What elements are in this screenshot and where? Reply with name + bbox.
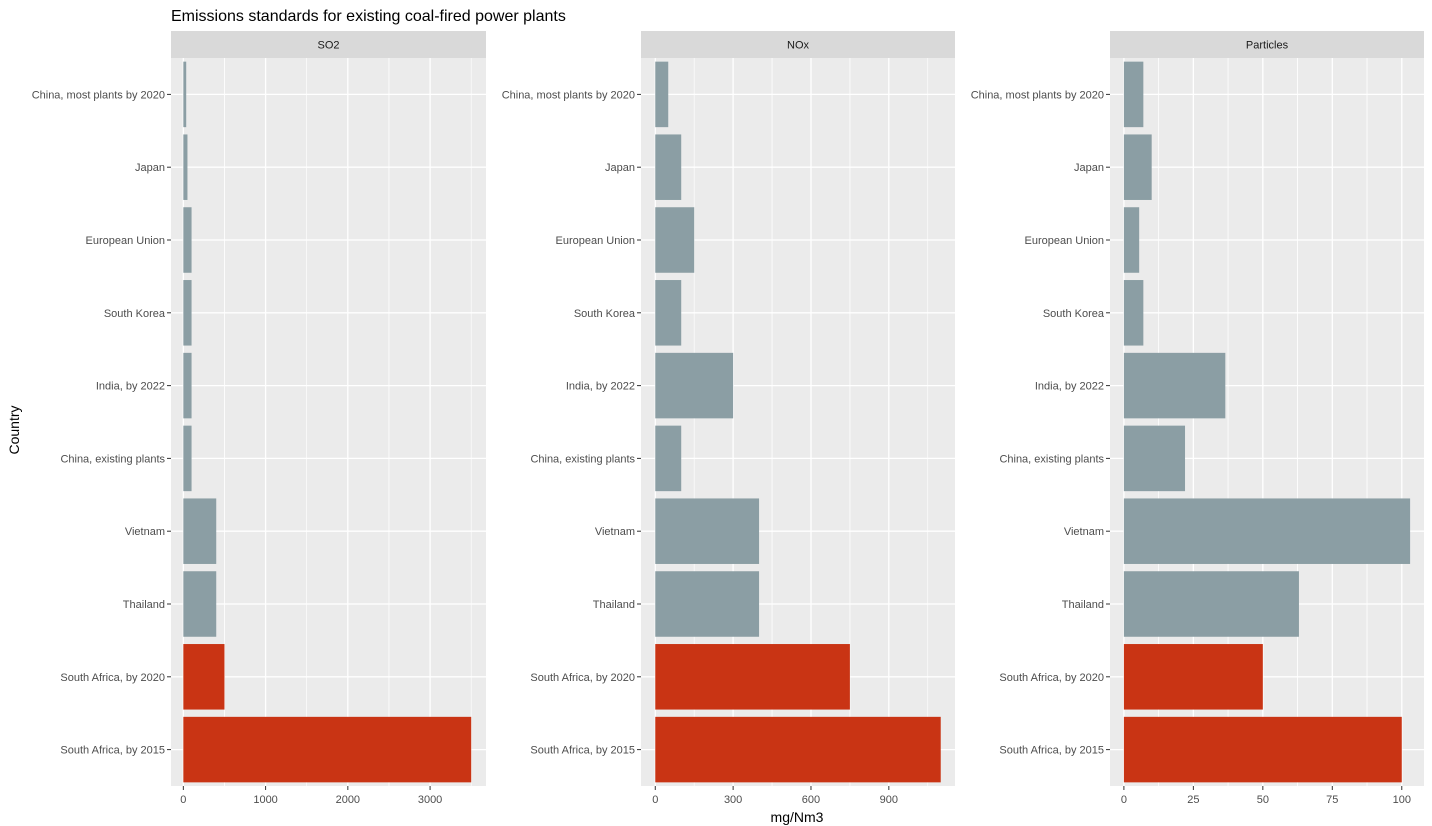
- y-tick-label: South Africa, by 2015: [530, 745, 635, 757]
- bar: [1124, 644, 1263, 710]
- y-tick-label: South Africa, by 2020: [999, 672, 1104, 684]
- bar: [183, 426, 191, 492]
- bar: [183, 571, 216, 637]
- y-tick-label: South Africa, by 2015: [60, 745, 165, 757]
- bar: [655, 717, 940, 783]
- x-tick-label: 3000: [418, 794, 442, 806]
- y-tick-label: European Union: [1024, 235, 1104, 247]
- y-tick-label: Thailand: [123, 599, 165, 611]
- x-tick-label: 300: [724, 794, 742, 806]
- y-tick-label: China, most plants by 2020: [32, 89, 165, 101]
- bar: [1124, 717, 1402, 783]
- y-tick-label: Vietnam: [595, 526, 635, 538]
- facet-strip-label: NOx: [787, 40, 810, 52]
- y-tick-label: Vietnam: [1064, 526, 1104, 538]
- y-tick-label: China, existing plants: [60, 453, 165, 465]
- bar: [183, 207, 191, 273]
- y-tick-label: India, by 2022: [1035, 381, 1104, 393]
- bar: [183, 134, 187, 200]
- bar: [655, 280, 681, 346]
- bar: [655, 62, 668, 128]
- bar: [183, 498, 216, 564]
- y-tick-label: Thailand: [593, 599, 635, 611]
- bar: [655, 426, 681, 492]
- y-tick-label: South Africa, by 2015: [999, 745, 1104, 757]
- y-tick-label: Japan: [1074, 162, 1104, 174]
- bar: [183, 353, 191, 419]
- x-tick-label: 100: [1393, 794, 1411, 806]
- x-tick-label: 0: [1121, 794, 1127, 806]
- facet-strip-label: Particles: [1246, 40, 1289, 52]
- y-tick-label: Japan: [135, 162, 165, 174]
- y-tick-label: India, by 2022: [96, 381, 165, 393]
- bar: [655, 498, 759, 564]
- bar: [1124, 353, 1225, 419]
- y-tick-label: Japan: [605, 162, 635, 174]
- y-tick-label: China, existing plants: [999, 453, 1104, 465]
- x-tick-label: 1000: [253, 794, 277, 806]
- y-tick-label: European Union: [555, 235, 635, 247]
- bar: [1124, 426, 1185, 492]
- bar: [655, 134, 681, 200]
- y-tick-label: China, existing plants: [530, 453, 635, 465]
- y-tick-label: China, most plants by 2020: [971, 89, 1104, 101]
- y-tick-label: South Africa, by 2020: [60, 672, 165, 684]
- x-tick-label: 50: [1257, 794, 1269, 806]
- bar: [183, 62, 186, 128]
- facet-strip-label: SO2: [317, 40, 339, 52]
- y-tick-label: Vietnam: [125, 526, 165, 538]
- bar: [1124, 134, 1152, 200]
- x-tick-label: 2000: [336, 794, 360, 806]
- y-tick-label: South Korea: [574, 308, 636, 320]
- y-tick-label: China, most plants by 2020: [502, 89, 635, 101]
- y-tick-label: India, by 2022: [566, 381, 635, 393]
- x-tick-label: 75: [1326, 794, 1338, 806]
- x-tick-label: 600: [802, 794, 820, 806]
- x-tick-label: 0: [652, 794, 658, 806]
- bar: [183, 717, 471, 783]
- y-tick-label: South Korea: [1043, 308, 1105, 320]
- bar: [1124, 62, 1143, 128]
- x-tick-label: 0: [180, 794, 186, 806]
- bar: [655, 644, 850, 710]
- y-tick-label: Thailand: [1062, 599, 1104, 611]
- y-tick-label: South Korea: [104, 308, 166, 320]
- bar: [183, 280, 191, 346]
- bar: [1124, 207, 1139, 273]
- bar: [655, 571, 759, 637]
- x-tick-label: 25: [1187, 794, 1199, 806]
- bar: [655, 353, 733, 419]
- x-tick-label: 900: [880, 794, 898, 806]
- y-tick-label: South Africa, by 2020: [530, 672, 635, 684]
- bar: [1124, 280, 1143, 346]
- y-tick-label: European Union: [85, 235, 165, 247]
- bar: [1124, 498, 1410, 564]
- bar: [655, 207, 694, 273]
- bar: [183, 644, 224, 710]
- bar: [1124, 571, 1299, 637]
